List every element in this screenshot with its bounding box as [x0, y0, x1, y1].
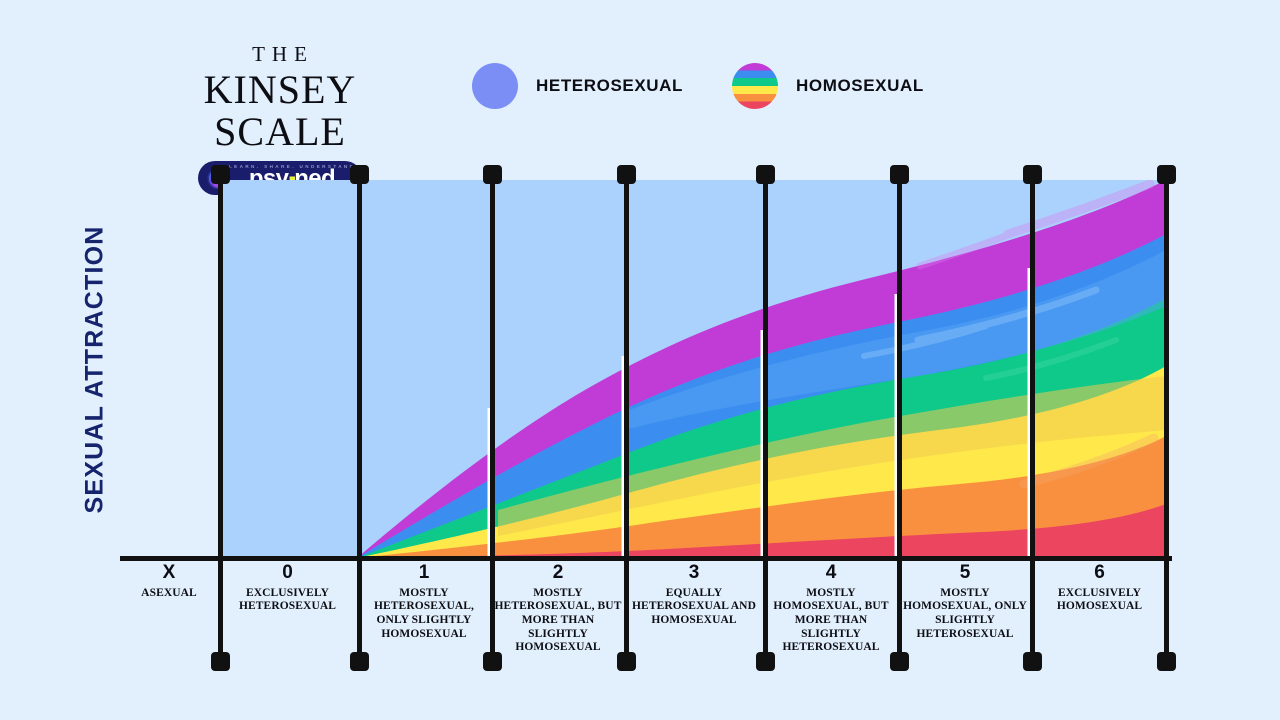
x-category-description: EQUALLY HETEROSEXUAL AND HOMOSEXUAL — [632, 586, 756, 627]
y-axis-label: SEXUAL ATTRACTION — [80, 225, 109, 514]
divider-cap-top-icon — [483, 165, 502, 184]
overlay-highlight-wedge-lower — [498, 376, 1166, 536]
divider-line-3 — [617, 165, 636, 671]
legend-swatch-homosexual-icon — [732, 63, 778, 109]
divider-cap-bottom-icon — [211, 652, 230, 671]
legend-label-homosexual: HOMOSEXUAL — [796, 76, 924, 95]
divider-line-6 — [1023, 165, 1042, 671]
divider-cap-bottom-icon — [350, 652, 369, 671]
legend-item-homosexual: HOMOSEXUAL — [732, 63, 924, 109]
logo-separator-icon: ▪ — [288, 166, 296, 191]
legend-swatch-heterosexual-icon — [472, 63, 518, 109]
divider-cap-bottom-icon — [1157, 652, 1176, 671]
chart-svg — [218, 180, 1166, 558]
divider-cap-bottom-icon — [756, 652, 775, 671]
divider-cap-bottom-icon — [890, 652, 909, 671]
x-category-5: 5 MOSTLY HOMOSEXUAL, ONLY SLIGHTLY HETER… — [901, 562, 1029, 641]
x-category-number: 0 — [282, 562, 293, 583]
divider-cap-top-icon — [756, 165, 775, 184]
x-category-number: 6 — [1094, 562, 1105, 583]
x-category-description: MOSTLY HETEROSEXUAL, ONLY SLIGHTLY HOMOS… — [373, 586, 475, 640]
x-category-3: 3 EQUALLY HETEROSEXUAL AND HOMOSEXUAL — [628, 562, 760, 628]
x-category-1: 1 MOSTLY HETEROSEXUAL, ONLY SLIGHTLY HOM… — [360, 562, 488, 641]
divider-line-0 — [211, 165, 230, 671]
divider-cap-top-icon — [350, 165, 369, 184]
legend-item-heterosexual: HETEROSEXUAL — [472, 63, 683, 109]
divider-cap-bottom-icon — [483, 652, 502, 671]
divider-cap-top-icon — [1157, 165, 1176, 184]
divider-line-2 — [483, 165, 502, 671]
x-category-description: EXCLUSIVELY HOMOSEXUAL — [1056, 586, 1143, 613]
divider-cap-top-icon — [1023, 165, 1042, 184]
title-eyebrow: THE — [252, 42, 314, 66]
gloss-strokes — [861, 180, 1159, 489]
title-block: THE KINSEY SCALE LEARN. SHARE. UNDERSTAN… — [140, 44, 420, 195]
divider-line-4 — [756, 165, 775, 671]
divider-cap-bottom-icon — [1023, 652, 1042, 671]
logo-tagline: LEARN. SHARE. UNDERSTAND. — [228, 164, 360, 169]
divider-cap-bottom-icon — [617, 652, 636, 671]
x-category-description: MOSTLY HOMOSEXUAL, BUT MORE THAN SLIGHTL… — [773, 586, 889, 654]
x-category-6: 6 EXCLUSIVELY HOMOSEXUAL — [1034, 562, 1165, 614]
x-axis-line — [120, 556, 1172, 561]
x-category-0: 0 EXCLUSIVELY HETEROSEXUAL — [223, 562, 352, 614]
divider-cap-top-icon — [890, 165, 909, 184]
x-category-number: X — [162, 562, 176, 583]
divider-line-5 — [890, 165, 909, 671]
x-category-number: 5 — [959, 562, 971, 583]
x-category-description: EXCLUSIVELY HETEROSEXUAL — [238, 586, 337, 613]
area-band-red — [357, 504, 1166, 558]
divider-cap-top-icon — [211, 165, 230, 184]
legend-label-heterosexual: HETEROSEXUAL — [536, 76, 683, 95]
x-category-description: MOSTLY HOMOSEXUAL, ONLY SLIGHTLY HETEROS… — [903, 586, 1027, 640]
x-category-number: 4 — [825, 562, 837, 583]
divider-line-1 — [350, 165, 369, 671]
divider-line-7 — [1157, 165, 1176, 671]
x-category-x: X ASEXUAL — [120, 562, 218, 600]
divider-cap-top-icon — [617, 165, 636, 184]
page-title: KINSEY SCALE — [203, 67, 357, 154]
x-category-number: 3 — [688, 562, 700, 583]
x-category-4: 4 MOSTLY HOMOSEXUAL, BUT MORE THAN SLIGH… — [767, 562, 895, 655]
x-category-2: 2 MOSTLY HETEROSEXUAL, BUT MORE THAN SLI… — [494, 562, 622, 655]
x-category-number: 2 — [552, 562, 564, 583]
x-category-description: MOSTLY HETEROSEXUAL, BUT MORE THAN SLIGH… — [494, 586, 622, 654]
chart-plot-area — [218, 180, 1166, 558]
x-category-description: ASEXUAL — [141, 586, 197, 599]
x-category-number: 1 — [418, 562, 430, 583]
area-band-orange — [357, 436, 1166, 558]
